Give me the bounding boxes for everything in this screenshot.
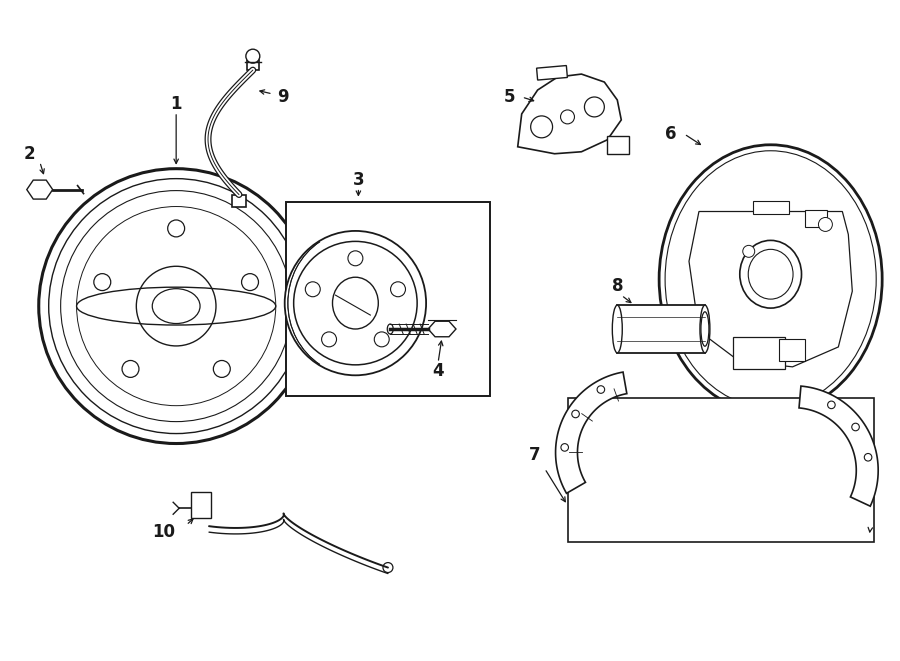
Circle shape (561, 110, 574, 124)
Ellipse shape (701, 312, 709, 346)
Circle shape (828, 401, 835, 408)
Circle shape (597, 386, 605, 393)
Polygon shape (555, 372, 626, 493)
Bar (752, 200, 788, 214)
Ellipse shape (740, 241, 802, 308)
Circle shape (321, 332, 337, 347)
Ellipse shape (284, 231, 426, 375)
Text: 10: 10 (152, 523, 175, 541)
Circle shape (851, 423, 860, 431)
Circle shape (742, 245, 755, 257)
Bar (536, 65, 567, 80)
Ellipse shape (659, 145, 882, 414)
Text: 3: 3 (353, 171, 364, 188)
Circle shape (864, 453, 872, 461)
Text: 6: 6 (665, 125, 677, 143)
Circle shape (293, 241, 417, 365)
Polygon shape (27, 180, 53, 199)
Circle shape (246, 49, 260, 63)
Text: 5: 5 (504, 88, 516, 106)
Polygon shape (689, 212, 852, 367)
Text: 1: 1 (170, 95, 182, 113)
Bar (191, 492, 211, 518)
Bar (778, 339, 805, 361)
Circle shape (348, 251, 363, 266)
Bar (806, 210, 827, 227)
Bar (568, 398, 874, 542)
Circle shape (818, 217, 832, 231)
Ellipse shape (332, 277, 378, 329)
Circle shape (561, 444, 569, 451)
Circle shape (213, 360, 230, 377)
Circle shape (584, 97, 604, 117)
Ellipse shape (387, 324, 393, 334)
Polygon shape (428, 321, 456, 336)
Circle shape (167, 220, 184, 237)
Bar (617, 305, 705, 353)
Text: 8: 8 (611, 277, 623, 295)
Ellipse shape (748, 249, 793, 299)
Circle shape (94, 274, 111, 291)
Text: 7: 7 (529, 446, 541, 465)
Ellipse shape (700, 305, 710, 353)
Polygon shape (799, 386, 878, 506)
Bar (232, 194, 246, 206)
Ellipse shape (612, 305, 622, 353)
Circle shape (391, 282, 406, 297)
Circle shape (305, 282, 320, 297)
Ellipse shape (76, 287, 275, 325)
Circle shape (122, 360, 139, 377)
Bar (608, 136, 629, 154)
Bar (247, 60, 259, 70)
Circle shape (374, 332, 389, 347)
Polygon shape (518, 74, 621, 154)
Text: 2: 2 (24, 145, 36, 163)
Bar (285, 202, 490, 396)
Circle shape (572, 410, 580, 418)
Text: 9: 9 (277, 88, 289, 106)
Ellipse shape (665, 151, 877, 408)
Text: 4: 4 (432, 362, 444, 380)
Circle shape (383, 563, 393, 572)
Circle shape (531, 116, 553, 137)
Circle shape (241, 274, 258, 291)
Bar (733, 337, 785, 369)
